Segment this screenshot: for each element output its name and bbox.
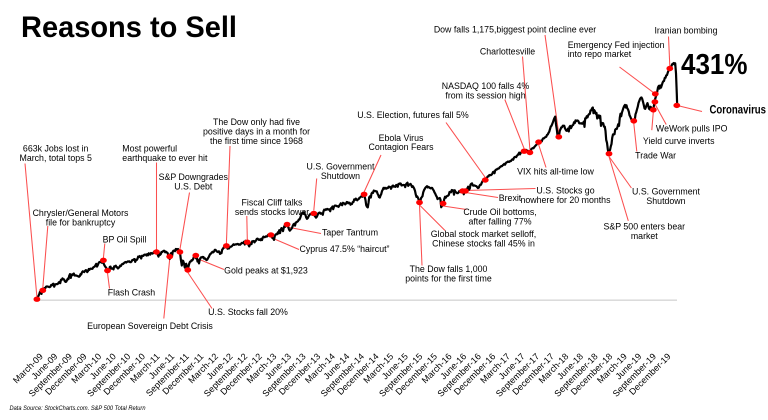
svg-text:sends stocks lower: sends stocks lower [235,207,309,217]
svg-text:U.S. Debt: U.S. Debt [174,182,213,192]
svg-text:European Sovereign Debt Crisis: European Sovereign Debt Crisis [87,321,213,331]
svg-text:Fiscal Cliff talks: Fiscal Cliff talks [242,197,304,207]
svg-text:VIX hits all-time low: VIX hits all-time low [517,166,594,176]
svg-text:U.S. Election, futures fall 5%: U.S. Election, futures fall 5% [357,110,469,120]
svg-text:Charlottesville: Charlottesville [480,47,535,57]
svg-text:from its session high: from its session high [445,91,525,101]
svg-text:March, total tops 5: March, total tops 5 [20,153,92,163]
svg-text:WeWork pulls IPO: WeWork pulls IPO [656,124,728,134]
svg-text:into repo market: into repo market [568,49,632,59]
svg-text:663k Jobs lost in: 663k Jobs lost in [23,144,89,154]
svg-text:431%: 431% [681,49,748,81]
svg-text:Most powerful: Most powerful [122,143,177,153]
svg-text:Coronavirus: Coronavirus [710,102,767,116]
svg-text:Chinese stocks fall 45% in: Chinese stocks fall 45% in [432,239,535,249]
svg-text:Global stock market selloff,: Global stock market selloff, [431,229,536,239]
svg-text:the first time since 1968: the first time since 1968 [210,136,303,146]
svg-text:The Dow only had five: The Dow only had five [213,117,300,127]
svg-text:S&P Downgrades: S&P Downgrades [159,172,229,182]
svg-text:U.S. Government: U.S. Government [307,162,376,172]
svg-text:earthquake to ever hit: earthquake to ever hit [122,153,208,163]
svg-text:market: market [631,231,658,241]
svg-text:Chrysler/General Motors: Chrysler/General Motors [33,208,129,218]
svg-text:Brexit: Brexit [499,193,522,203]
svg-text:Trade War: Trade War [635,151,676,161]
svg-text:Contagion Fears: Contagion Fears [368,142,434,152]
svg-text:after falling 77%: after falling 77% [468,217,531,227]
svg-text:Ebola Virus: Ebola Virus [379,133,424,143]
svg-text:Cyprus 47.5% “haircut”: Cyprus 47.5% “haircut” [300,244,390,254]
svg-text:Crude Oil bottoms,: Crude Oil bottoms, [463,207,536,217]
svg-text:Emergency Fed injection: Emergency Fed injection [568,40,665,50]
svg-text:S&P 500 enters bear: S&P 500 enters bear [604,222,686,232]
svg-text:Data Source: StockCharts.com.: Data Source: StockCharts.com. S&P 500 To… [10,405,146,412]
svg-text:Shutdown: Shutdown [646,196,685,206]
svg-text:NASDAQ 100 falls 4%: NASDAQ 100 falls 4% [442,81,530,91]
svg-text:Iranian bombing: Iranian bombing [654,25,717,35]
svg-text:The Dow falls 1,000: The Dow falls 1,000 [410,264,488,274]
svg-text:file for bankruptcy: file for bankruptcy [46,218,116,228]
svg-text:Gold peaks at $1,923: Gold peaks at $1,923 [224,266,308,276]
svg-text:positive days in a month for: positive days in a month for [203,127,310,137]
svg-text:Flash Crash: Flash Crash [108,288,156,298]
svg-text:U.S. Government: U.S. Government [632,186,701,196]
svg-text:Yield curve inverts: Yield curve inverts [643,136,715,146]
svg-text:nowhere for 20 months: nowhere for 20 months [521,195,612,205]
svg-text:points for the first time: points for the first time [405,274,492,284]
svg-text:U.S. Stocks go: U.S. Stocks go [536,186,594,196]
svg-text:Dow falls 1,175,biggest point: Dow falls 1,175,biggest point decline ev… [434,24,596,34]
svg-text:BP Oil Spill: BP Oil Spill [103,235,147,245]
svg-text:Taper Tantrum: Taper Tantrum [322,227,378,237]
svg-text:Shutdown: Shutdown [321,171,360,181]
svg-text:U.S. Stocks fall 20%: U.S. Stocks fall 20% [208,307,288,317]
svg-text:Reasons to Sell: Reasons to Sell [21,11,237,44]
